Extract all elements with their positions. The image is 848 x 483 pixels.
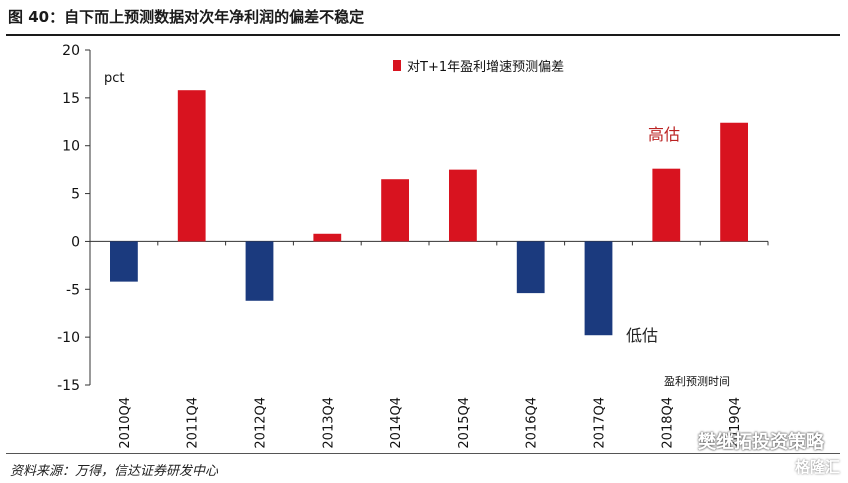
bar-2016Q4: [516, 241, 545, 294]
y-tick-label: 20: [62, 43, 80, 59]
bar-2013Q4: [313, 233, 342, 242]
watermark-logo: 格隆汇: [794, 458, 840, 476]
bar-2012Q4: [245, 241, 274, 301]
x-tick-label: 2011Q4: [186, 397, 201, 449]
x-tick-label: 2015Q4: [457, 397, 472, 449]
title-divider: [6, 34, 840, 36]
y-tick-label: -10: [57, 330, 80, 346]
x-tick-label: 2016Q4: [525, 397, 540, 449]
legend-label: 对T+1年盈利增速预测偏差: [407, 60, 564, 75]
x-tick-label: 2018Q4: [660, 397, 675, 449]
y-tick-label: 0: [71, 234, 80, 250]
x-tick-label: 2013Q4: [321, 397, 336, 449]
x-tick-label: 2017Q4: [593, 397, 608, 449]
bar-2019Q4: [720, 122, 748, 242]
y-tick-label: 15: [62, 91, 80, 107]
watermark: 樊继拓投资策略: [698, 432, 824, 453]
bar-2011Q4: [177, 90, 206, 242]
bar-2017Q4: [584, 241, 613, 336]
labels-layer: -15 -10 -5 0 5 10 15 20 2010Q4 2011Q4 2012Q4 2013Q4…: [57, 43, 743, 449]
y-axis-unit: pct: [104, 71, 125, 86]
annotation-low: 低估: [626, 326, 658, 345]
bar-chart: -15 -10 -5 0 5 10 15 20 2010Q4 2011Q4 2012Q4 2013Q4…: [57, 43, 769, 449]
y-tick-label: -15: [57, 378, 80, 394]
y-tick-label: -5: [66, 282, 80, 298]
bar-2014Q4: [381, 179, 409, 242]
source-note: 资料来源：万得，信达证券研发中心: [10, 464, 219, 479]
y-tick-label: 5: [71, 187, 80, 203]
bar-2018Q4: [652, 168, 681, 242]
x-tick-label: 2019Q4: [728, 397, 743, 449]
annotation-high: 高估: [648, 125, 680, 144]
bars-layer: [110, 90, 748, 336]
page-title: 图 40：自下而上预测数据对次年净利润的偏差不稳定: [8, 8, 365, 26]
y-tick-label: 10: [62, 139, 80, 155]
legend-swatch: [393, 60, 401, 71]
x-tick-label: 2012Q4: [254, 397, 269, 449]
bar-2015Q4: [449, 169, 477, 242]
footer-divider: [6, 453, 840, 454]
x-axis-title: 盈利预测时间: [664, 375, 730, 388]
x-tick-label: 2010Q4: [118, 397, 133, 449]
x-tick-label: 2014Q4: [389, 397, 404, 449]
bar-2010Q4: [110, 241, 138, 282]
